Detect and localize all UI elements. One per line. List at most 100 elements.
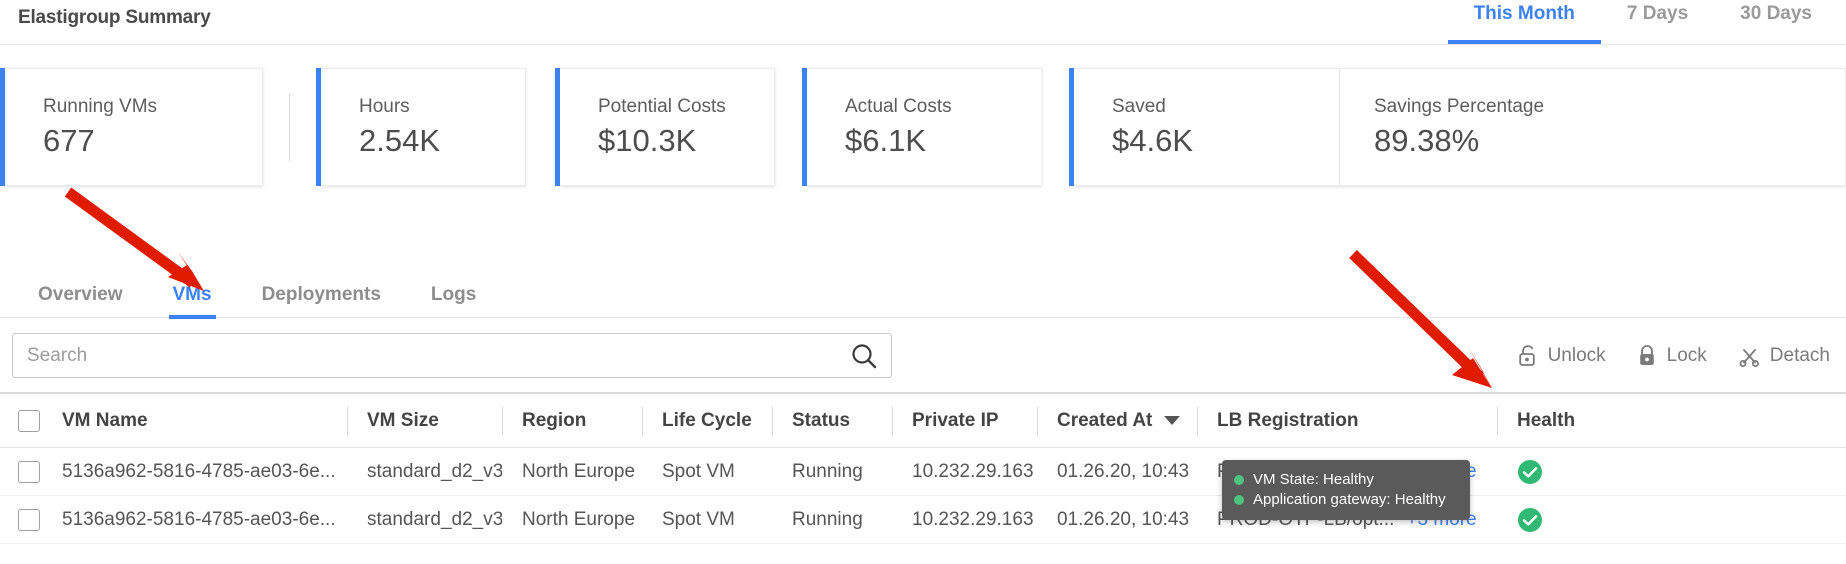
tab-label: Deployments (261, 283, 381, 305)
range-tab-label: This Month (1473, 3, 1575, 24)
unlock-icon (1517, 344, 1539, 368)
kpi-value: $6.1K (845, 123, 927, 159)
header-created-at[interactable]: Created At (1037, 393, 1197, 449)
health-healthy-icon[interactable] (1517, 507, 1543, 533)
select-all-header (0, 393, 62, 449)
search-box[interactable] (12, 333, 892, 378)
tab-label: Logs (430, 283, 477, 305)
cell-region: North Europe (522, 508, 636, 530)
kpi-value: $4.6K (1112, 123, 1194, 159)
header-label: VM Name (62, 409, 148, 431)
search-icon[interactable] (837, 334, 891, 377)
tab-label: Overview (38, 283, 123, 305)
kpi-value: 2.54K (359, 123, 441, 159)
header-label: Life Cycle (662, 409, 752, 431)
header-health[interactable]: Health (1497, 393, 1617, 449)
lock-icon (1636, 344, 1658, 368)
kpi-card-savings: Saved $4.6K Savings Percentage 89.38% (1069, 68, 1846, 186)
time-range-tabs: This Month 7 Days 30 Days (1447, 0, 1838, 45)
header-label: LB Registration (1217, 409, 1359, 431)
search-input[interactable] (13, 334, 837, 377)
select-all-checkbox[interactable] (18, 409, 40, 432)
table-row[interactable]: 5136a962-5816-4785-ae03-6e... standard_d… (0, 496, 1846, 544)
kpi-value: 89.38% (1374, 123, 1480, 159)
card-divider-1 (289, 93, 290, 161)
cell-created-at: 01.26.20, 10:43 (1057, 508, 1190, 530)
header-label: Health (1517, 409, 1576, 431)
range-tab-30-days[interactable]: 30 Days (1714, 0, 1838, 44)
unlock-button[interactable]: Unlock (1517, 344, 1606, 368)
kpi-card-row: Running VMs 677 Hours 2.54K Potential Co… (0, 68, 1846, 186)
header-private-ip[interactable]: Private IP (892, 393, 1037, 449)
page-header: Elastigroup Summary This Month 7 Days 30… (0, 0, 1846, 45)
kpi-segment-running-vms: Running VMs 677 (5, 69, 177, 185)
detach-button[interactable]: Detach (1737, 344, 1830, 368)
header-region[interactable]: Region (502, 393, 642, 449)
header-label: Created At (1057, 409, 1153, 431)
detach-label: Detach (1769, 345, 1830, 366)
tab-vms[interactable]: VMs (168, 272, 216, 319)
sort-descending-icon[interactable] (1164, 416, 1181, 425)
kpi-segment-hours: Hours 2.54K (321, 69, 460, 185)
table-header-row: VM Name VM Size Region Life Cycle Status… (0, 392, 1846, 448)
kpi-label: Savings Percentage (1374, 96, 1545, 118)
kpi-segment-savings-percentage: Savings Percentage 89.38% (1339, 69, 1564, 185)
cell-private-ip: 10.232.29.163 (912, 460, 1034, 482)
range-tab-7-days[interactable]: 7 Days (1601, 0, 1714, 44)
header-life-cycle[interactable]: Life Cycle (642, 393, 772, 449)
kpi-card-hours: Hours 2.54K (316, 68, 526, 186)
kpi-label: Running VMs (43, 96, 158, 118)
header-vm-name[interactable]: VM Name (62, 393, 347, 449)
cell-status: Running (792, 460, 863, 482)
health-tooltip: VM State: Healthy Application gateway: H… (1222, 460, 1470, 520)
tab-overview[interactable]: Overview (38, 272, 123, 318)
status-dot-icon (1234, 494, 1244, 505)
header-lb-registration[interactable]: LB Registration (1197, 393, 1497, 449)
header-vm-size[interactable]: VM Size (347, 393, 502, 449)
header-label: Region (522, 409, 587, 431)
kpi-label: Hours (359, 96, 410, 118)
table-row[interactable]: 5136a962-5816-4785-ae03-6e... standard_d… (0, 448, 1846, 496)
kpi-segment-actual-costs: Actual Costs $6.1K (807, 69, 972, 185)
range-tab-label: 30 Days (1740, 3, 1812, 24)
tab-deployments[interactable]: Deployments (262, 272, 381, 318)
tooltip-text: VM State: Healthy (1253, 471, 1374, 488)
tab-logs[interactable]: Logs (431, 272, 476, 318)
row-checkbox[interactable] (18, 508, 40, 531)
kpi-card-potential-costs: Potential Costs $10.3K (555, 68, 775, 186)
page-title: Elastigroup Summary (18, 7, 211, 28)
health-healthy-icon[interactable] (1517, 459, 1543, 485)
cell-status: Running (792, 508, 863, 530)
kpi-card-running-vms: Running VMs 677 (0, 68, 263, 186)
vms-table: VM Name VM Size Region Life Cycle Status… (0, 392, 1846, 544)
kpi-segment-saved: Saved $4.6K (1074, 69, 1339, 185)
cell-region: North Europe (522, 460, 636, 482)
lock-button[interactable]: Lock (1636, 344, 1707, 368)
kpi-label: Saved (1112, 96, 1166, 118)
kpi-label: Actual Costs (845, 96, 952, 118)
header-label: Private IP (912, 409, 999, 431)
header-label: VM Size (367, 409, 439, 431)
kpi-segment-potential-costs: Potential Costs $10.3K (560, 69, 746, 185)
cell-health (1497, 448, 1617, 496)
kpi-label: Potential Costs (598, 96, 726, 118)
lock-label: Lock (1666, 345, 1707, 366)
cell-vm-name: 5136a962-5816-4785-ae03-6e... (62, 460, 336, 482)
range-tab-label: 7 Days (1626, 3, 1689, 24)
unlock-label: Unlock (1547, 345, 1606, 366)
tab-label: VMs (172, 283, 212, 305)
kpi-value: 677 (43, 123, 95, 159)
row-checkbox[interactable] (18, 460, 40, 483)
row-select-cell (0, 496, 62, 544)
cell-health (1497, 496, 1617, 544)
cell-vm-name: 5136a962-5816-4785-ae03-6e... (62, 508, 336, 530)
kpi-value: $10.3K (598, 123, 697, 159)
cell-private-ip: 10.232.29.163 (912, 508, 1034, 530)
row-select-cell (0, 448, 62, 496)
tooltip-line: VM State: Healthy (1234, 471, 1458, 488)
cell-vm-size: standard_d2_v3 (367, 508, 502, 530)
range-tab-this-month[interactable]: This Month (1447, 0, 1602, 44)
header-status[interactable]: Status (772, 393, 892, 449)
table-toolbar: Unlock Lock Detach (1487, 340, 1830, 372)
